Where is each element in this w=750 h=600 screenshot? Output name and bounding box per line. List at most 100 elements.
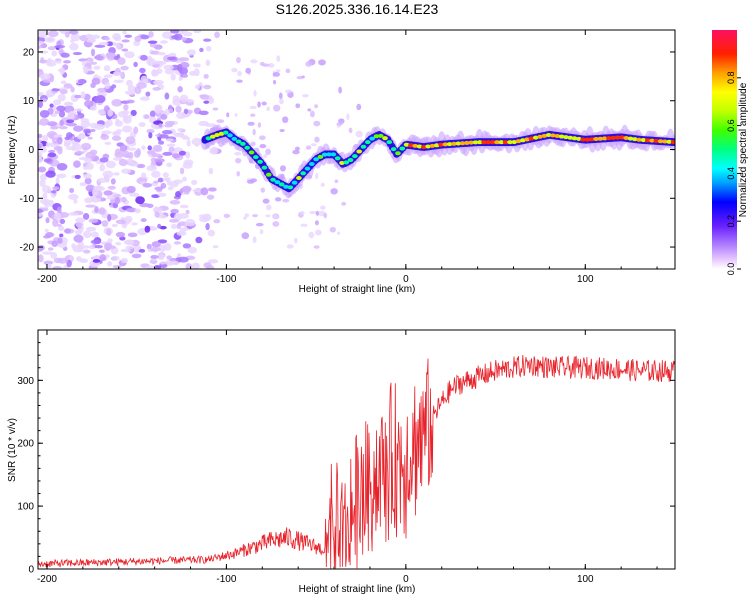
noise-cell (164, 242, 172, 251)
noise-cell (212, 245, 219, 249)
ridge-peak (205, 136, 212, 141)
noise-cell (124, 34, 133, 38)
noise-cell (93, 55, 104, 60)
spectrogram-cells (38, 30, 363, 269)
noise-cell (51, 190, 57, 194)
noise-cell (148, 31, 154, 38)
noise-cell (355, 130, 363, 138)
ridge-peak (429, 143, 436, 148)
ridge-peak (593, 137, 599, 142)
ridge-peak (369, 136, 375, 141)
noise-cell (318, 59, 326, 66)
noise-cell (126, 207, 137, 213)
noise-cell (153, 180, 159, 184)
noise-cell (214, 31, 220, 39)
noise-cell (323, 212, 328, 219)
noise-cell (45, 142, 51, 148)
noise-cell (57, 237, 63, 244)
noise-cell (122, 30, 127, 35)
noise-cell (43, 158, 52, 163)
ridge-peak (485, 140, 492, 145)
noise-cell (205, 59, 211, 67)
noise-cell (334, 179, 339, 184)
noise-cell (320, 205, 326, 210)
noise-cell (310, 110, 315, 118)
ridge-peak (248, 150, 255, 155)
ridge-peak (317, 154, 324, 159)
noise-cell (279, 165, 286, 172)
noise-cell (93, 185, 104, 191)
noise-cell (153, 79, 164, 86)
noise-cell (85, 204, 96, 208)
ridge-peak (619, 135, 625, 140)
noise-cell (294, 237, 298, 244)
noise-cell (231, 67, 238, 73)
noise-cell (52, 219, 59, 227)
noise-cell (314, 104, 318, 109)
noise-cell (282, 116, 289, 124)
noise-cell (278, 92, 283, 100)
noise-cell (260, 187, 266, 193)
noise-cell (93, 123, 105, 130)
noise-cell (43, 235, 51, 239)
noise-cell (51, 240, 59, 247)
noise-cell (168, 260, 180, 265)
noise-cell (49, 103, 54, 108)
noise-cell (73, 143, 82, 152)
ridge-peak (403, 142, 410, 147)
noise-cell (53, 212, 62, 220)
noise-cell (250, 141, 256, 147)
noise-cell (77, 78, 87, 85)
noise-cell (140, 54, 148, 61)
noise-cell (252, 214, 259, 218)
noise-cell (160, 113, 168, 120)
noise-cell (57, 68, 66, 72)
noise-cell (58, 110, 66, 118)
x-tick-label: -100 (216, 274, 236, 285)
noise-cell (259, 229, 264, 235)
noise-cell (159, 134, 169, 139)
ridge-peak (218, 131, 225, 136)
noise-cell (144, 225, 151, 233)
noise-cell (111, 223, 118, 228)
noise-cell (47, 46, 56, 51)
ridge-peak (425, 144, 431, 149)
snr-y-ticks: 0 100 200 300 (17, 329, 675, 576)
noise-cell (170, 224, 178, 230)
noise-cell (101, 220, 109, 228)
ridge-peak (399, 146, 406, 151)
noise-cell (105, 52, 115, 58)
ridge-peak (670, 140, 675, 145)
noise-cell (141, 145, 146, 150)
noise-cell (146, 128, 155, 134)
noise-cell (88, 218, 99, 224)
noise-cell (121, 150, 130, 158)
noise-cell (149, 110, 156, 118)
noise-cell (178, 213, 189, 219)
noise-cell (114, 148, 122, 156)
noise-cell (279, 98, 284, 105)
noise-cell (272, 214, 278, 219)
noise-cell (56, 60, 62, 64)
noise-cell (161, 129, 173, 135)
ridge-peak (662, 139, 668, 144)
noise-cell (111, 255, 120, 261)
noise-cell (198, 110, 209, 116)
y-tick-label: 0 (28, 565, 34, 576)
noise-cell (247, 121, 255, 126)
spectrogram-x-label: Height of straight line (km) (299, 284, 416, 295)
noise-cell (164, 92, 170, 100)
noise-cell (180, 61, 190, 69)
noise-cell (259, 135, 266, 141)
noise-cell (235, 157, 242, 164)
noise-cell (178, 256, 189, 263)
noise-cell (59, 30, 67, 33)
y-tick-label: 300 (17, 376, 34, 387)
ridge-peak (339, 160, 345, 165)
noise-cell (170, 73, 176, 81)
noise-cell (314, 220, 319, 226)
noise-cell (285, 68, 291, 74)
noise-cell (236, 171, 240, 177)
noise-cell (187, 99, 192, 104)
noise-cell (181, 176, 187, 182)
